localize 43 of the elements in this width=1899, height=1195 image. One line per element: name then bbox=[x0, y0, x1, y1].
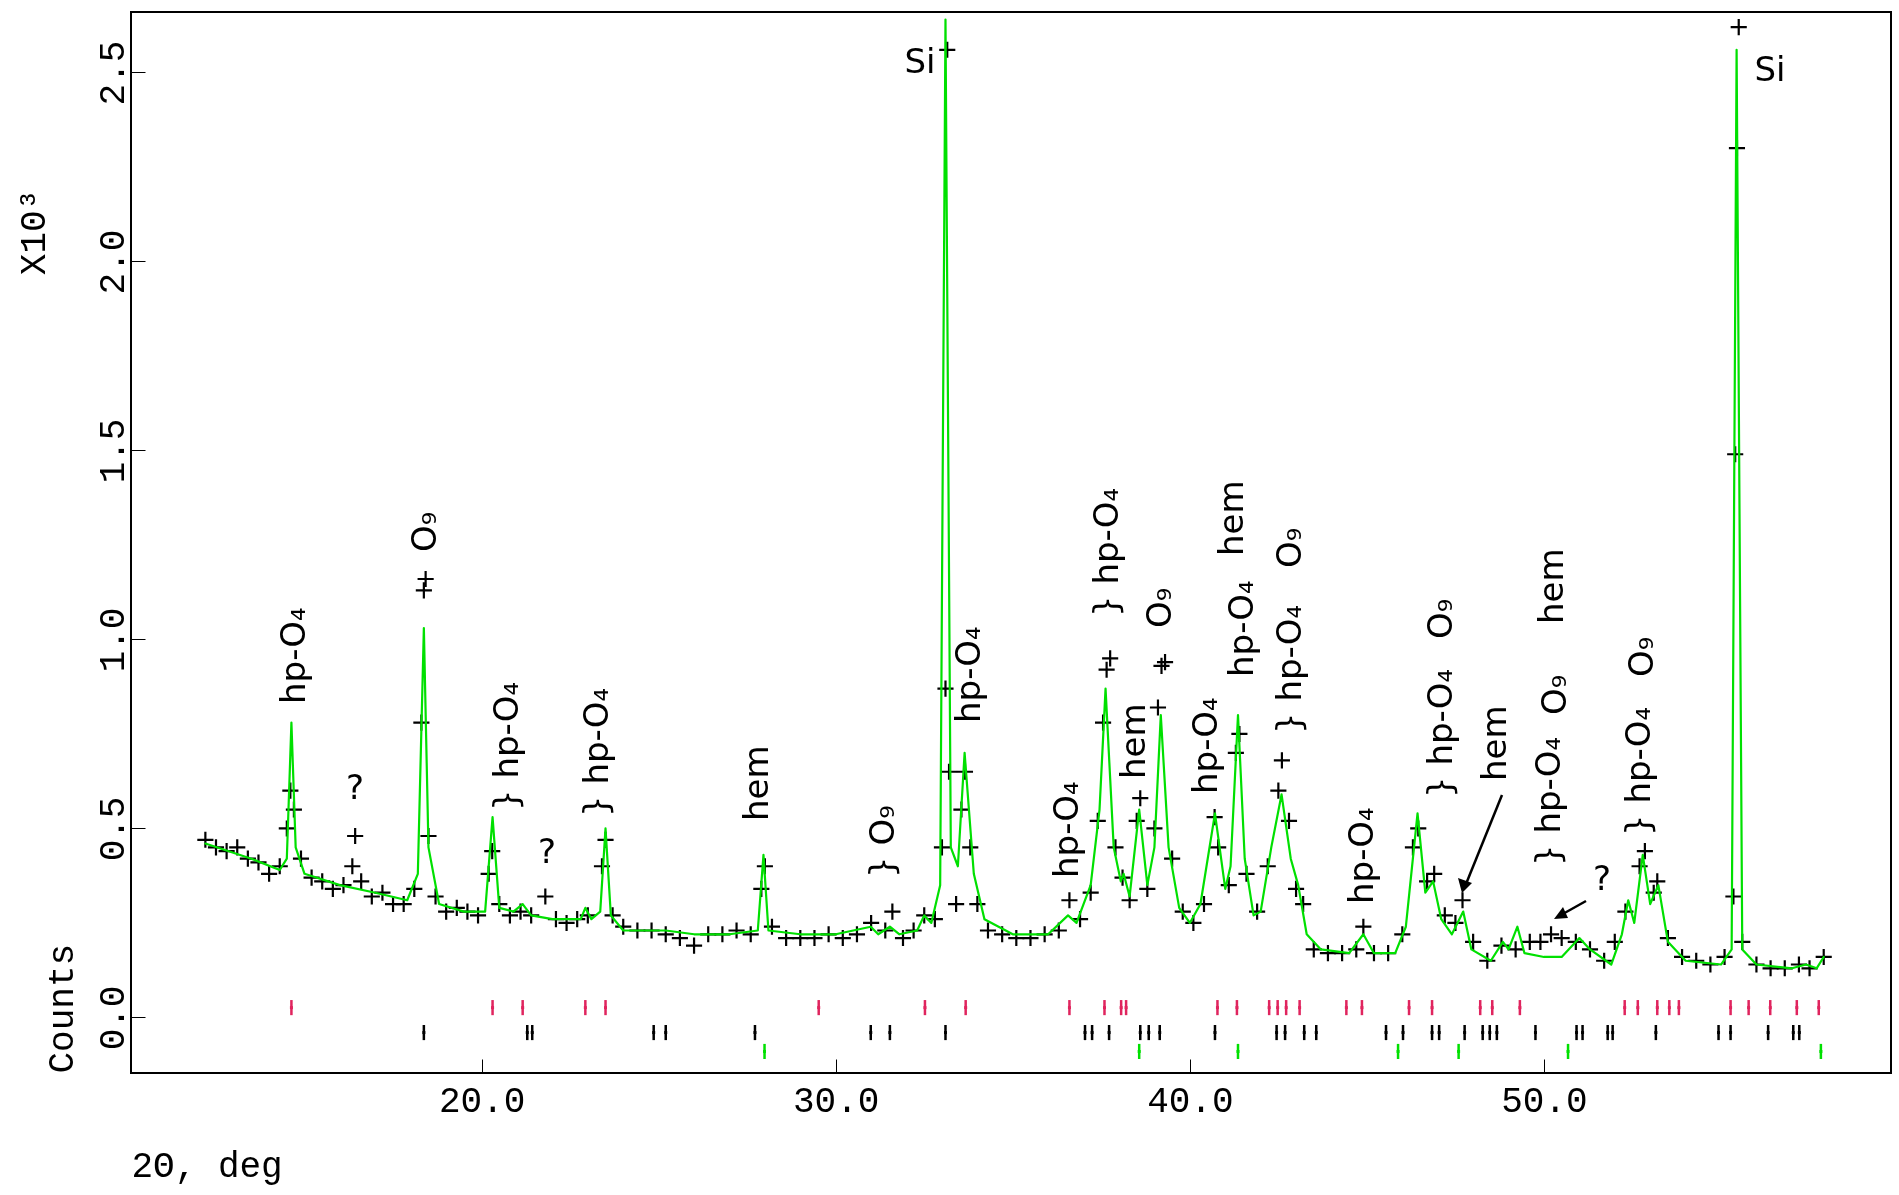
annotation: O₉ bbox=[1534, 674, 1574, 715]
annotation: O₉ bbox=[1139, 587, 1179, 628]
annotation: } hp-O₄ bbox=[1618, 706, 1658, 836]
annotation: } hp-O₄ bbox=[1269, 604, 1309, 734]
annotation: hp-O₄ bbox=[273, 607, 313, 704]
annotation: } hp-O₄ bbox=[486, 681, 526, 811]
annotation: O₉ bbox=[1420, 598, 1460, 639]
x-axis-title: 2Θ, deg bbox=[131, 1146, 283, 1188]
annotation: O₉ bbox=[1269, 527, 1309, 568]
y-tick-label: 0.0 bbox=[93, 985, 135, 1051]
annotation: Si bbox=[904, 41, 936, 81]
text: X10³ bbox=[15, 188, 56, 276]
annotation: hp-O₄ bbox=[1185, 697, 1225, 794]
annotation: hem bbox=[1531, 548, 1571, 624]
y-axis-title: Counts bbox=[42, 943, 84, 1074]
annotation: Si bbox=[1754, 49, 1786, 89]
annotation: ? bbox=[537, 831, 557, 871]
annotation: ? bbox=[1592, 858, 1612, 898]
annotation: hp-O₄ bbox=[1341, 807, 1381, 904]
annotation: O₉ bbox=[1621, 636, 1661, 677]
x-tick-label: 20.0 bbox=[438, 1081, 526, 1123]
annotation: hp-O₄ bbox=[1221, 580, 1261, 677]
annotation: } hp-O₄ bbox=[1528, 736, 1568, 866]
annotation: } hp-O₄ bbox=[1086, 487, 1126, 617]
annotation: ? bbox=[345, 767, 365, 807]
y-tick-label: 1.5 bbox=[93, 418, 135, 484]
annotation: hp-O₄ bbox=[948, 626, 988, 723]
x-tick-label: 40.0 bbox=[1147, 1081, 1234, 1123]
annotation: hem bbox=[1211, 480, 1251, 556]
y-tick-label: 1.0 bbox=[93, 607, 135, 673]
y-tick-label: 2.5 bbox=[93, 40, 135, 106]
annotation: O₉ bbox=[404, 511, 444, 552]
y-tick-label: 0.5 bbox=[93, 796, 135, 862]
annotation: hem bbox=[1113, 703, 1153, 779]
annotation: hem bbox=[1474, 705, 1514, 781]
annotation: hem bbox=[736, 745, 776, 821]
annotation: } O₉ bbox=[862, 805, 902, 878]
annotation: hp-O₄ bbox=[1046, 781, 1086, 878]
annotation: } hp-O₄ bbox=[576, 687, 616, 817]
x-tick-label: 50.0 bbox=[1501, 1081, 1588, 1123]
x-tick-label: 30.0 bbox=[793, 1081, 880, 1123]
y-tick-label: 2.0 bbox=[93, 229, 135, 295]
annotation: } hp-O₄ bbox=[1420, 668, 1460, 798]
